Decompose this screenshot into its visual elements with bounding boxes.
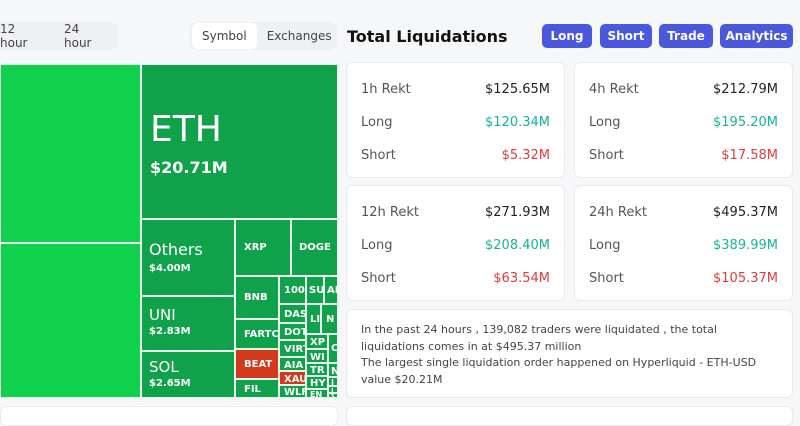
tile-aia[interactable]: AIA <box>279 357 306 371</box>
tile-c[interactable]: C <box>328 334 338 363</box>
tile-doge[interactable]: DOGE <box>291 219 338 276</box>
long-label: Long <box>361 238 393 253</box>
tile-s[interactable]: S <box>328 393 338 398</box>
tile-sol[interactable]: SOL $2.65M <box>141 351 235 398</box>
tab-24-hour[interactable]: 24 hour <box>64 22 92 50</box>
tile-fil[interactable]: FIL <box>235 379 279 398</box>
eth-value: $20.71M <box>150 158 228 177</box>
bottom-panel-right <box>346 406 793 426</box>
short-value: $17.58M <box>721 148 778 163</box>
card-total: $495.37M <box>713 205 778 220</box>
tab-symbol[interactable]: Symbol <box>192 23 257 49</box>
card-total: $212.79M <box>713 82 778 97</box>
tile-left-top[interactable] <box>0 64 141 243</box>
time-range-tabs: 12 hour 24 hour <box>0 22 118 50</box>
page-title: Total Liquidations <box>347 27 508 46</box>
card-1h-rekt: 1h Rekt $125.65M Long $120.34M Short $5.32M <box>346 62 565 178</box>
card-title: 1h Rekt <box>361 82 411 97</box>
others-label: Others <box>149 240 203 259</box>
tile-beat[interactable]: BEAT <box>235 349 279 379</box>
others-value: $4.00M <box>149 263 191 274</box>
tile-eth[interactable]: ETH $20.71M <box>141 64 338 219</box>
tile-tr[interactable]: TR <box>306 363 328 376</box>
short-label: Short <box>361 148 396 163</box>
tile-ad[interactable]: AD <box>324 276 338 304</box>
tile-n[interactable]: N <box>321 304 338 334</box>
tile-virt[interactable]: VIRT <box>279 340 306 357</box>
tab-12-hour[interactable]: 12 hour <box>0 22 28 50</box>
tile-i[interactable]: I <box>328 377 338 386</box>
long-value: $208.40M <box>485 238 550 253</box>
long-label: Long <box>589 238 621 253</box>
long-label: Long <box>361 115 393 130</box>
long-value: $120.34M <box>485 115 550 130</box>
card-total: $271.93M <box>485 205 550 220</box>
sol-value: $2.65M <box>149 378 191 389</box>
long-button[interactable]: Long <box>542 24 592 48</box>
uni-label: UNI <box>149 306 176 324</box>
short-value: $63.54M <box>493 271 550 286</box>
tile-i2[interactable]: I <box>328 386 338 393</box>
tile-su[interactable]: SU <box>306 276 324 304</box>
short-value: $105.37M <box>713 271 778 286</box>
tile-li[interactable]: LI <box>306 304 321 334</box>
card-12h-rekt: 12h Rekt $271.93M Long $208.40M Short $63.5… <box>346 185 565 301</box>
short-button[interactable]: Short <box>600 24 652 48</box>
trade-button[interactable]: Trade <box>659 24 713 48</box>
card-4h-rekt: 4h Rekt $212.79M Long $195.20M Short $17.58… <box>574 62 793 178</box>
tab-exchanges[interactable]: Exchanges <box>266 29 332 43</box>
tile-dasi[interactable]: DASI <box>279 304 306 323</box>
short-value: $5.32M <box>501 148 550 163</box>
analytics-button[interactable]: Analytics <box>720 24 793 48</box>
tile-bnb[interactable]: BNB <box>235 276 279 319</box>
tile-left-bottom[interactable] <box>0 243 141 398</box>
long-value: $389.99M <box>713 238 778 253</box>
liquidation-treemap: ETH $20.71M Others $4.00M UNI $2.83M SOL… <box>0 64 338 398</box>
tile-xau[interactable]: XAU <box>279 371 306 385</box>
card-title: 24h Rekt <box>589 205 647 220</box>
tile-hy[interactable]: HY <box>306 376 328 389</box>
short-label: Short <box>589 148 624 163</box>
tile-wi[interactable]: WI <box>306 349 328 363</box>
uni-value: $2.83M <box>149 326 191 337</box>
long-value: $195.20M <box>713 115 778 130</box>
tile-xp[interactable]: XP <box>306 334 328 349</box>
short-label: Short <box>589 271 624 286</box>
summary-line-1: In the past 24 hours , 139,082 traders w… <box>361 323 717 353</box>
tile-xrp[interactable]: XRP <box>235 219 291 276</box>
view-tabs: Symbol Exchanges <box>189 22 337 50</box>
short-label: Short <box>361 271 396 286</box>
tile-fartco[interactable]: FARTCO <box>235 319 279 349</box>
card-24h-rekt: 24h Rekt $495.37M Long $389.99M Short $105.… <box>574 185 793 301</box>
liquidation-summary: In the past 24 hours , 139,082 traders w… <box>346 309 793 398</box>
summary-line-2: The largest single liquidation order hap… <box>361 356 757 386</box>
card-total: $125.65M <box>485 82 550 97</box>
sol-label: SOL <box>149 358 179 376</box>
tile-uni[interactable]: UNI $2.83M <box>141 296 235 351</box>
card-title: 12h Rekt <box>361 205 419 220</box>
tile-dot[interactable]: DOT <box>279 323 306 340</box>
tile-100[interactable]: 100 <box>279 276 306 304</box>
card-title: 4h Rekt <box>589 82 639 97</box>
long-label: Long <box>589 115 621 130</box>
eth-label: ETH <box>150 109 222 150</box>
tile-wlf[interactable]: WLF <box>279 385 306 398</box>
bottom-panel-left <box>0 406 338 426</box>
tile-others[interactable]: Others $4.00M <box>141 219 235 296</box>
tile-en[interactable]: EN <box>306 389 328 398</box>
tile-n2[interactable]: N <box>328 363 338 377</box>
